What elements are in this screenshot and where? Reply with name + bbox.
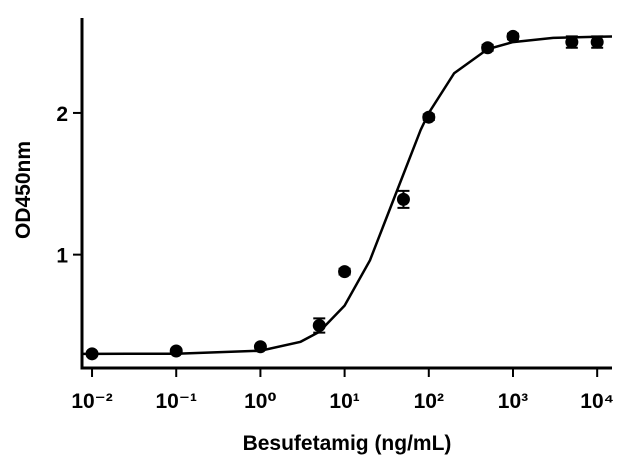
x-tick-label: 10⁻² [71, 390, 112, 413]
y-tick-label: 2 [56, 103, 68, 126]
data-point [396, 192, 410, 206]
x-tick-label: 10⁰ [244, 390, 277, 413]
fit-curve [82, 35, 613, 356]
data-point [590, 35, 604, 49]
x-axis-title: Besufetamig (ng/mL) [243, 432, 452, 455]
x-tick-label: 10³ [498, 390, 528, 413]
data-point [565, 35, 579, 49]
y-tick-label: 1 [56, 245, 68, 268]
data-point [169, 344, 183, 358]
x-tick-label: 10⁴ [580, 390, 614, 413]
x-tick-label: 10² [414, 390, 444, 413]
x-tick-label: 10¹ [329, 390, 359, 413]
data-point [338, 265, 352, 279]
y-axis-title: OD450nm [12, 141, 35, 239]
data-point [506, 29, 520, 43]
x-tick-label: 10⁻¹ [156, 390, 197, 413]
